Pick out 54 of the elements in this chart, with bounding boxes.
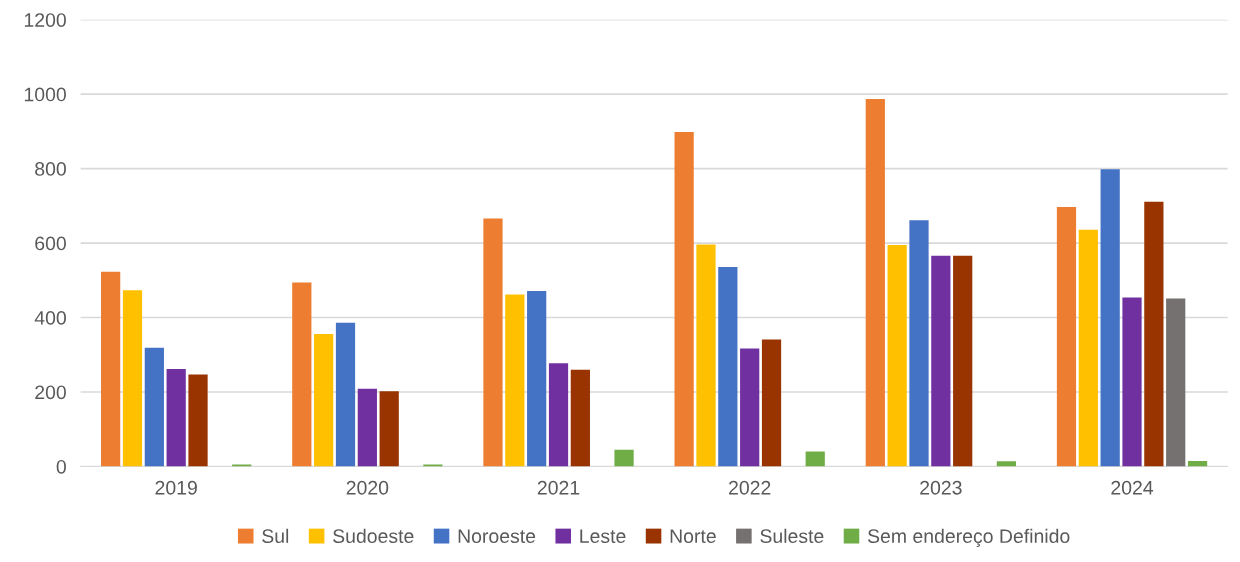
bar: [696, 244, 716, 467]
y-tick-label: 1200: [24, 13, 66, 27]
bar: [101, 271, 121, 467]
bar: [483, 218, 503, 467]
y-tick-label: 400: [34, 311, 66, 325]
bar: [865, 98, 885, 467]
bar: [527, 291, 547, 467]
bar: [1078, 229, 1098, 467]
bar: [909, 220, 929, 467]
bar: [548, 363, 569, 467]
bar: [1122, 297, 1142, 467]
legend-label: Noroeste: [458, 529, 536, 544]
y-tick-label: 800: [35, 162, 66, 176]
bar: [674, 132, 694, 467]
bar: [505, 294, 525, 467]
bar: [1144, 201, 1164, 467]
x-tick-label: 2023: [920, 480, 962, 495]
bar: [144, 347, 164, 467]
y-tick-label: 200: [35, 385, 66, 400]
bar: [996, 461, 1017, 467]
bar: [718, 266, 738, 467]
y-tick-label: 1000: [24, 87, 66, 102]
bar: [335, 322, 356, 467]
bar: [1166, 298, 1186, 467]
bar: [188, 374, 208, 467]
bar: [122, 290, 143, 467]
x-tick-label: 2024: [1111, 480, 1154, 495]
bar: [292, 282, 312, 467]
bar: [314, 333, 334, 467]
legend-label: Leste: [580, 529, 626, 544]
bar: [805, 451, 825, 467]
x-tick-label: 2019: [155, 480, 197, 495]
x-tick-label: 2020: [346, 480, 389, 495]
bar: [614, 449, 634, 467]
bar: [761, 339, 782, 467]
legend-label: Norte: [670, 529, 716, 544]
bar: [740, 348, 760, 467]
legend-label: Suleste: [760, 528, 824, 544]
bar: [887, 244, 907, 467]
y-tick-label: 0: [56, 459, 66, 474]
legend-label: Sem endereço Definido: [867, 528, 1070, 547]
y-tick-label: 600: [35, 236, 66, 251]
legend-label: Sudoeste: [333, 528, 414, 544]
bar: [1056, 206, 1077, 467]
bar: [1100, 169, 1120, 467]
bar: [379, 391, 399, 467]
bar: [953, 255, 973, 467]
bar: [570, 369, 590, 467]
bar: [166, 368, 186, 467]
x-tick-label: 2021: [537, 480, 580, 495]
bar: [357, 388, 377, 467]
bar: [931, 255, 951, 467]
legend-label: Sul: [262, 528, 289, 544]
x-tick-label: 2022: [729, 480, 771, 495]
